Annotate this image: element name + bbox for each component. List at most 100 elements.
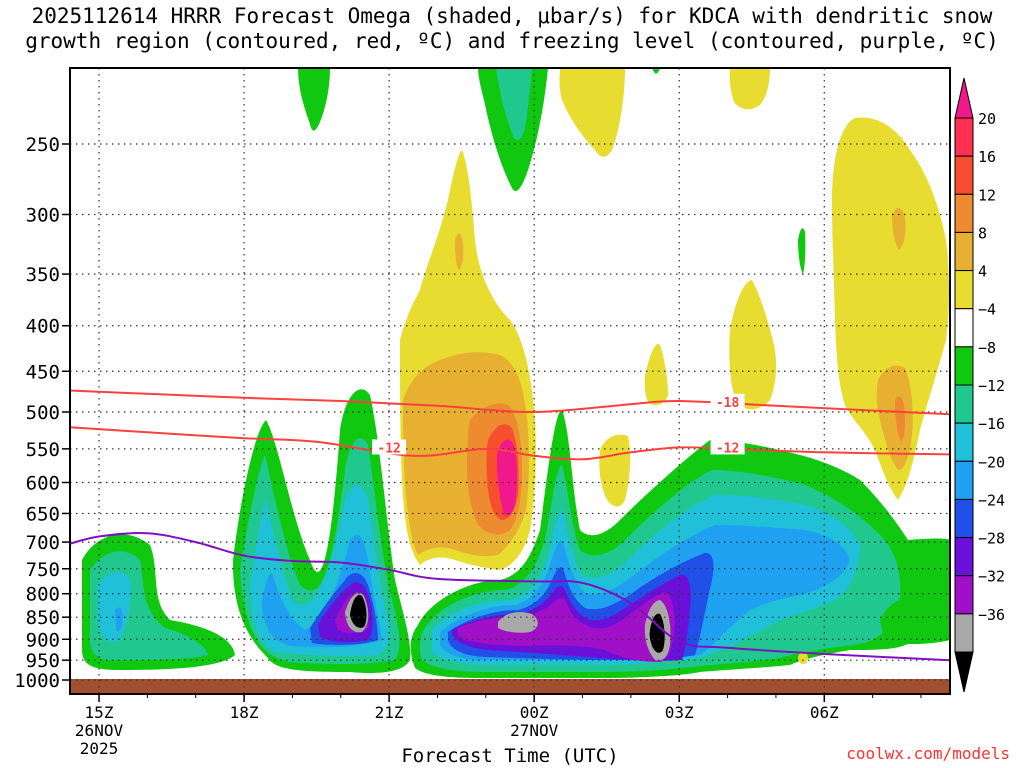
colorbar-swatch: [954, 422, 974, 462]
colorbar-label: 4: [978, 263, 987, 281]
colorbar-label: −20: [978, 453, 1005, 471]
omega-region-07z-orange2: [895, 396, 906, 442]
omega-region-main-gray-23z: [498, 612, 538, 633]
contour-labels: -12 -18 -12: [372, 393, 745, 456]
colorbar-swatch: [954, 498, 974, 539]
contour-label: -12: [716, 441, 739, 456]
omega-region-main-black-02z: [649, 613, 665, 653]
y-tick-label: 250: [26, 134, 60, 156]
x-tick-label: 00Z: [520, 703, 549, 722]
y-tick-label: 550: [26, 439, 60, 461]
colorbar-swatch: [954, 231, 974, 272]
ground-strip: [70, 679, 950, 694]
y-tick-label: 850: [26, 607, 60, 629]
colorbar-label: −4: [978, 301, 996, 319]
contour-label: -12: [377, 441, 400, 456]
omega-region-04z-aloft-yellow: [729, 68, 770, 110]
colorbar-label: −24: [978, 491, 1005, 509]
x-tick-label: 15Z: [85, 703, 114, 722]
colorbar-label: 20: [978, 110, 996, 128]
omega-region-07z-orange: [876, 365, 913, 470]
x-tick-date: 26NOV: [75, 721, 124, 740]
y-tick-label: 450: [26, 361, 60, 383]
omega-region-main-purple: [457, 592, 675, 662]
colorbar-swatch: [954, 346, 974, 386]
colorbar-swatch: [954, 460, 974, 500]
grid-lines: [70, 68, 950, 694]
contour-label-bg: [710, 439, 745, 455]
colorbar-label: 16: [978, 148, 996, 166]
contour-label: -18: [716, 396, 740, 411]
omega-region-00z-aloft-yellow: [559, 68, 625, 157]
colorbar-label: −32: [978, 568, 1005, 586]
contour-label-bg: [710, 393, 745, 409]
colorbar-swatch: [954, 613, 974, 653]
y-tick-label: 950: [26, 650, 60, 672]
y-tick-label: 400: [26, 316, 60, 338]
y-tick-label: 650: [26, 503, 60, 525]
contour-freezing-level: [70, 531, 950, 662]
colorbar-label: −28: [978, 530, 1005, 548]
y-tick-label: 800: [26, 584, 60, 606]
colorbar-top-arrow: [954, 77, 974, 119]
y-tick-label: 350: [26, 264, 60, 286]
omega-region-19z-aloft-green: [298, 68, 330, 131]
colorbar-swatch: [954, 537, 974, 577]
y-tick-label: 700: [26, 532, 60, 554]
chart-title: 2025112614 HRRR Forecast Omega (shaded, …: [0, 4, 1024, 54]
site-credit: coolwx.com/models: [846, 744, 1010, 763]
omega-region-02z-yellow: [644, 344, 668, 406]
omega-shading: [82, 68, 950, 678]
omega-region-20z-black: [350, 594, 367, 628]
omega-region-05z-green-small: [880, 598, 950, 645]
colorbar-swatch: [954, 384, 974, 424]
colorbar: 20 16 12 8 4 −4 −8 −12 −16 −20 −24 −28 −32 −36: [954, 77, 1005, 693]
omega-region-23z-aloft-teal: [496, 68, 532, 140]
omega-region-04z-yellow: [729, 280, 777, 410]
x-tick-label: 03Z: [665, 703, 694, 722]
colorbar-swatch: [954, 270, 974, 310]
contour--12-c-isotherm: [70, 426, 950, 461]
colorbar-bottom-arrow: [954, 651, 974, 693]
colorbar-label: −16: [978, 415, 1005, 433]
colorbar-swatch: [954, 575, 974, 615]
plot-frame: [69, 67, 951, 695]
omega-region-01z-yellow: [599, 434, 631, 507]
chart-title-line-2: growth region (contoured, red, ºC) and f…: [25, 29, 999, 53]
y-tick-label: 900: [26, 629, 60, 651]
x-tick-label: 21Z: [375, 703, 404, 722]
x-tick-label: 18Z: [230, 703, 259, 722]
x-axis-label: Forecast Time (UTC): [401, 745, 619, 767]
omega-region-22z-orange-spot: [455, 233, 464, 270]
x-tick-label: 06Z: [810, 703, 839, 722]
colorbar-swatch: [954, 155, 974, 195]
y-tick-label: 600: [26, 472, 60, 494]
omega-region-05z-yellow-dot: [798, 652, 808, 664]
omega-region-15z-cyan: [98, 572, 131, 642]
omega-region-07z-yellow: [832, 117, 949, 501]
y-tick-label: 750: [26, 559, 60, 581]
x-tick-date: 27NOV: [510, 721, 559, 740]
omega-region-03z-aloft-green: [652, 68, 660, 74]
colorbar-swatch: [954, 193, 974, 233]
omega-region-22z-magenta: [497, 439, 518, 516]
colorbar-label: 8: [978, 224, 987, 242]
omega-region-05z-green-spike: [798, 228, 806, 275]
colorbar-swatch: [954, 308, 974, 348]
y-tick-label: 1000: [14, 670, 60, 692]
y-tick-label: 500: [26, 402, 60, 424]
colorbar-label: −36: [978, 606, 1005, 624]
temperature-contours: [70, 389, 950, 662]
omega-region-07z-orange-top: [892, 207, 906, 250]
chart-title-line-1: 2025112614 HRRR Forecast Omega (shaded, …: [31, 4, 993, 28]
y-tick-label: 300: [26, 204, 60, 226]
x-tick-year: 2025: [80, 739, 119, 758]
contour--18-c-isotherm: [70, 389, 950, 416]
colorbar-label: −8: [978, 339, 996, 357]
colorbar-swatch: [954, 117, 974, 157]
omega-region-15z-blue: [115, 607, 123, 632]
colorbar-label: 12: [978, 186, 996, 204]
colorbar-label: −12: [978, 377, 1005, 395]
